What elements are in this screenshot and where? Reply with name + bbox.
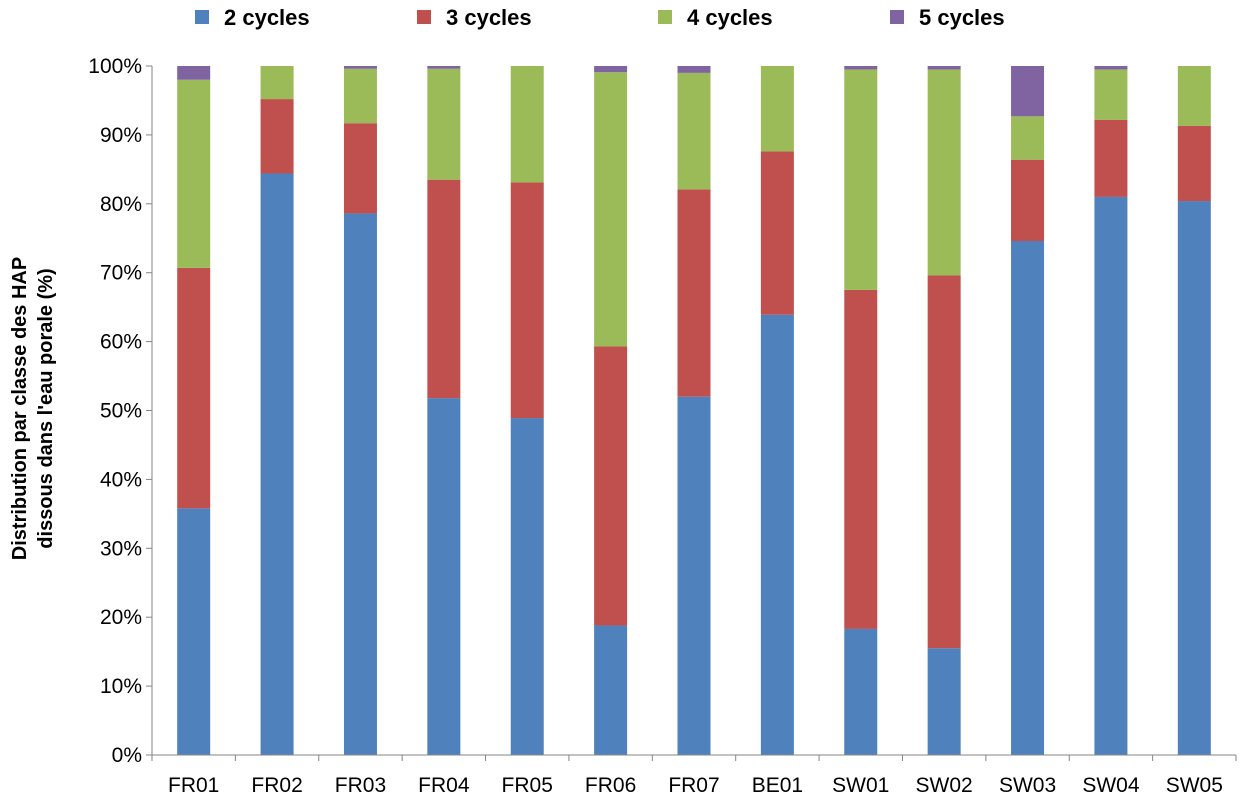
y-tick-label: 100% — [88, 55, 142, 78]
bar-segment-sw04-4-cycles — [1094, 69, 1128, 120]
legend-label: 2 cycles — [224, 5, 310, 30]
y-axis: 0% 10% 20% 30% 40% 50% 60% 70% 80% 90% 100% — [88, 55, 153, 767]
bar-segment-sw05-3-cycles — [1177, 125, 1211, 202]
bar-segment-sw03-4-cycles — [1011, 116, 1045, 160]
y-tick-label: 30% — [100, 537, 142, 560]
bar-segment-fr04-4-cycles — [427, 68, 461, 180]
bar-segment-sw03-2-cycles — [1011, 241, 1045, 756]
legend-swatch — [658, 10, 672, 24]
bar-segment-fr03-3-cycles — [343, 123, 377, 214]
bar-segment-fr07-5-cycles — [677, 66, 711, 73]
y-tick-label: 20% — [100, 606, 142, 629]
x-tick-label: SW01 — [832, 774, 889, 797]
y-tick-label: 40% — [100, 468, 142, 491]
y-tick-label: 90% — [100, 124, 142, 147]
bar-segment-sw02-5-cycles — [927, 66, 961, 70]
x-tick-label: FR04 — [418, 774, 470, 797]
y-axis-label: Distribution par classe des HAP dissous d… — [9, 257, 57, 560]
bar-segment-sw01-2-cycles — [844, 628, 878, 755]
x-tick-label: BE01 — [752, 774, 803, 797]
bar-segment-fr03-2-cycles — [343, 213, 377, 756]
bar-segment-fr07-2-cycles — [677, 396, 711, 755]
bar-segment-sw01-4-cycles — [844, 69, 878, 290]
bar-segment-sw05-2-cycles — [1177, 201, 1211, 755]
legend-swatch — [195, 10, 209, 24]
legend-item: 5 cycles — [890, 5, 1005, 30]
y-tick-label: 60% — [100, 331, 142, 354]
bar-segment-sw03-3-cycles — [1011, 159, 1045, 242]
bar-segment-fr02-4-cycles — [260, 66, 294, 100]
bar-segment-fr03-4-cycles — [343, 68, 377, 124]
bar-segment-fr01-3-cycles — [177, 267, 211, 509]
bar-segment-sw04-5-cycles — [1094, 66, 1128, 70]
y-axis-title-line: dissous dans l'eau porale (%) — [35, 268, 57, 548]
bar-segment-sw02-2-cycles — [927, 648, 961, 755]
x-tick-label: FR01 — [168, 774, 219, 797]
bar-segment-sw04-3-cycles — [1094, 119, 1128, 197]
legend-label: 3 cycles — [446, 5, 532, 30]
bars — [177, 66, 1211, 756]
bar-segment-fr04-3-cycles — [427, 179, 461, 399]
bar-segment-be01-4-cycles — [760, 66, 794, 152]
legend-label: 5 cycles — [919, 5, 1005, 30]
legend-label: 4 cycles — [687, 5, 773, 30]
bar-segment-sw01-3-cycles — [844, 289, 878, 629]
bar-segment-fr01-2-cycles — [177, 508, 211, 755]
y-tick-label: 10% — [100, 675, 142, 698]
bar-segment-fr05-2-cycles — [510, 418, 544, 755]
x-tick-label: SW02 — [916, 774, 973, 797]
bar-segment-fr01-4-cycles — [177, 79, 211, 268]
bar-segment-fr01-5-cycles — [177, 66, 211, 80]
y-axis-title-line: Distribution par classe des HAP — [9, 257, 31, 560]
y-tick-label: 70% — [100, 262, 142, 285]
legend-item: 4 cycles — [658, 5, 773, 30]
legend-swatch — [890, 10, 904, 24]
x-axis: FR01 FR02 FR03 FR04 FR05 FR06 FR07 BE01 SW01 SW02… — [151, 754, 1237, 797]
x-tick-label: FR03 — [335, 774, 386, 797]
bar-segment-fr05-4-cycles — [510, 66, 544, 183]
y-tick-label: 0% — [112, 744, 142, 767]
bar-segment-be01-3-cycles — [760, 151, 794, 315]
y-tick-label: 80% — [100, 193, 142, 216]
x-tick-label: FR05 — [502, 774, 553, 797]
legend-item: 3 cycles — [417, 5, 532, 30]
bar-segment-sw03-5-cycles — [1011, 66, 1045, 117]
bar-segment-fr07-3-cycles — [677, 189, 711, 397]
x-tick-label: SW03 — [999, 774, 1056, 797]
x-tick-label: SW05 — [1166, 774, 1223, 797]
bar-segment-sw05-4-cycles — [1177, 66, 1211, 126]
bar-segment-fr06-5-cycles — [594, 66, 628, 73]
bar-segment-fr02-2-cycles — [260, 173, 294, 755]
x-tick-label: FR07 — [668, 774, 719, 797]
bar-segment-be01-2-cycles — [760, 314, 794, 755]
y-tick-label: 50% — [100, 400, 142, 423]
bar-segment-fr06-2-cycles — [594, 625, 628, 755]
bar-segment-fr06-4-cycles — [594, 72, 628, 347]
bar-segment-fr04-2-cycles — [427, 398, 461, 755]
bar-segment-sw02-3-cycles — [927, 275, 961, 649]
bar-segment-sw01-5-cycles — [844, 66, 878, 70]
x-tick-label: FR06 — [585, 774, 636, 797]
bar-segment-fr02-3-cycles — [260, 99, 294, 174]
x-tick-label: SW04 — [1082, 774, 1140, 797]
bar-segment-fr03-5-cycles — [343, 66, 377, 69]
legend-swatch — [417, 10, 431, 24]
bar-segment-fr06-3-cycles — [594, 346, 628, 626]
legend-item: 2 cycles — [195, 5, 310, 30]
bar-segment-fr07-4-cycles — [677, 72, 711, 190]
bar-segment-sw02-4-cycles — [927, 69, 961, 276]
legend: 2 cycles 3 cycles 4 cycles 5 cycles — [195, 5, 1005, 30]
bar-segment-fr04-5-cycles — [427, 66, 461, 69]
bar-segment-fr05-3-cycles — [510, 182, 544, 419]
x-tick-label: FR02 — [251, 774, 302, 797]
bar-segment-sw04-2-cycles — [1094, 196, 1128, 755]
